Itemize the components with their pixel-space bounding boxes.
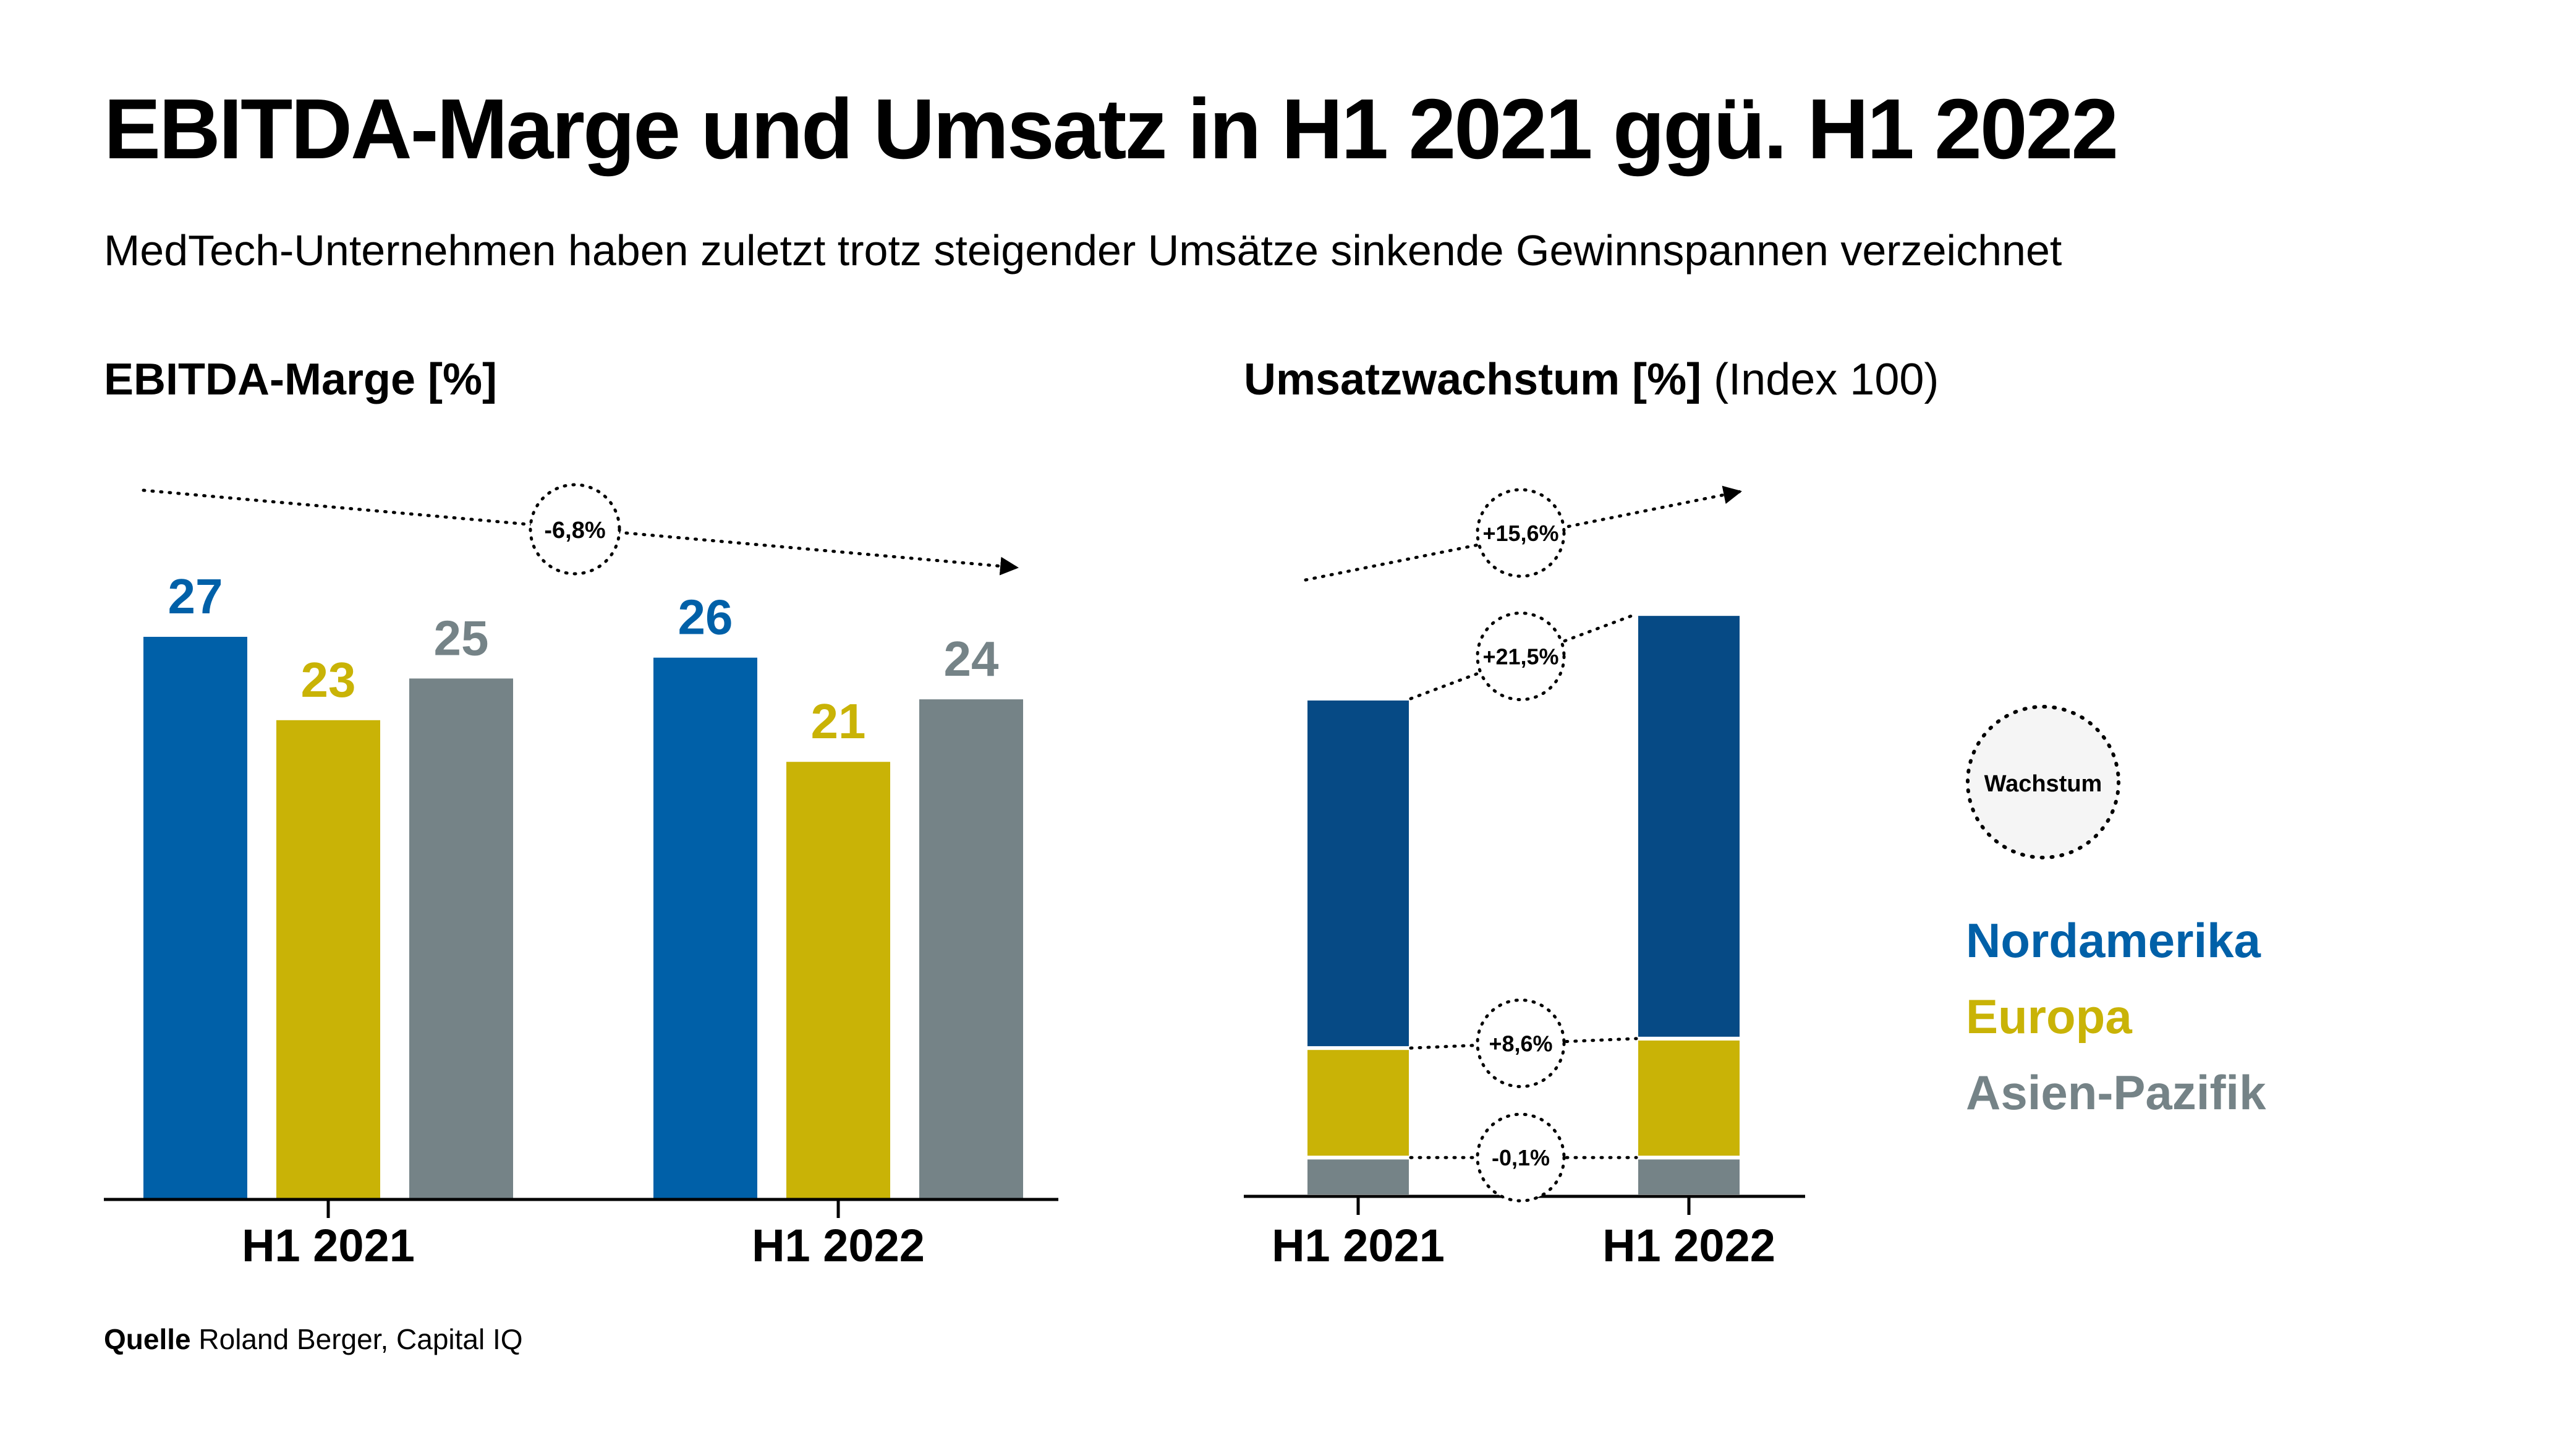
ebitda-x-tick-label: H1 2021: [242, 1220, 415, 1271]
ebitda-value-label: 26: [678, 590, 733, 645]
ebitda-chart-heading: EBITDA-Marge [%]: [104, 357, 497, 402]
ebitda-bar-europa-1: [786, 762, 890, 1199]
ebitda-value-label: 21: [811, 694, 866, 749]
umsatz-total-label: +15,6%: [1482, 521, 1558, 546]
umsatz-chart-title: Umsatzwachstum [%]: [1244, 355, 1702, 404]
umsatz-segment-asien-pazifik-0: [1304, 1156, 1413, 1198]
umsatz-growth-label-europa: +8,6%: [1489, 1031, 1552, 1056]
umsatz-segment-asien-pazifik-1: [1634, 1156, 1743, 1198]
umsatz-growth-label-asien-pazifik: -0,1%: [1492, 1145, 1550, 1170]
ebitda-bar-europa-0: [276, 720, 380, 1199]
ebitda-value-label: 25: [434, 610, 489, 665]
source-note: Quelle Roland Berger, Capital IQ: [104, 1325, 523, 1353]
legend-item-asien-pazifik: Asien-Pazifik: [1966, 1065, 2266, 1120]
umsatz-segment-europa-1: [1634, 1036, 1743, 1160]
umsatz-growth-badge-europa: [1476, 998, 1566, 1088]
legend-growth-badge-label: Wachstum: [1984, 771, 2102, 797]
ebitda-bar-nordamerika-0: [143, 637, 247, 1199]
umsatz-segment-europa-0: [1304, 1046, 1413, 1160]
umsatz-chart-heading: Umsatzwachstum [%] (Index 100): [1244, 357, 1939, 402]
ebitda-trend-label: -6,8%: [544, 517, 605, 543]
page-subtitle: MedTech-Unternehmen haben zuletzt trotz …: [104, 226, 2062, 275]
source-label: Quelle: [104, 1323, 191, 1355]
ebitda-trend-badge: [529, 483, 621, 576]
umsatz-segment-nordamerika-0: [1304, 697, 1413, 1050]
page-title: EBITDA-Marge und Umsatz in H1 2021 ggü. …: [104, 82, 2119, 177]
ebitda-value-label: 27: [168, 569, 223, 624]
umsatz-growth-label-nordamerika: +21,5%: [1482, 644, 1558, 670]
ebitda-value-label: 24: [944, 631, 999, 686]
ebitda-trend-arrow: [142, 488, 1019, 576]
growth-legend-badge: Wachstum: [1966, 705, 2120, 859]
legend-growth-badge-circle: [1966, 705, 2120, 859]
ebitda-bar-asien-pazifik-1: [919, 699, 1023, 1199]
ebitda-bar-asien-pazifik-0: [409, 678, 513, 1199]
umsatz-chart-subtitle: (Index 100): [1714, 355, 1939, 404]
ebitda-value-label: 23: [301, 652, 356, 707]
umsatz-growth-badge-asien-pazifik: [1476, 1112, 1566, 1203]
ebitda-bar-chart: 27 26 23 21 25 24 H1 2021 H1 2022 -6,8%: [104, 483, 1058, 1271]
umsatz-segment-nordamerika-1: [1634, 612, 1743, 1041]
legend-item-nordamerika: Nordamerika: [1966, 913, 2261, 968]
umsatz-x-tick-label: H1 2021: [1272, 1220, 1445, 1271]
source-text: Roland Berger, Capital IQ: [198, 1323, 523, 1355]
ebitda-bar-nordamerika-1: [653, 657, 757, 1199]
ebitda-chart-title: EBITDA-Marge [%]: [104, 355, 498, 404]
ebitda-x-tick-label: H1 2022: [752, 1220, 925, 1271]
legend-item-europa: Europa: [1966, 989, 2132, 1044]
umsatz-stacked-chart: H1 2021 H1 2022 -0,1% +8,6% +21,5% +15,6%: [1244, 485, 1805, 1271]
umsatz-x-tick-label: H1 2022: [1602, 1220, 1775, 1271]
umsatz-total-badge: [1476, 488, 1566, 578]
umsatz-growth-badge-nordamerika: [1476, 611, 1566, 702]
